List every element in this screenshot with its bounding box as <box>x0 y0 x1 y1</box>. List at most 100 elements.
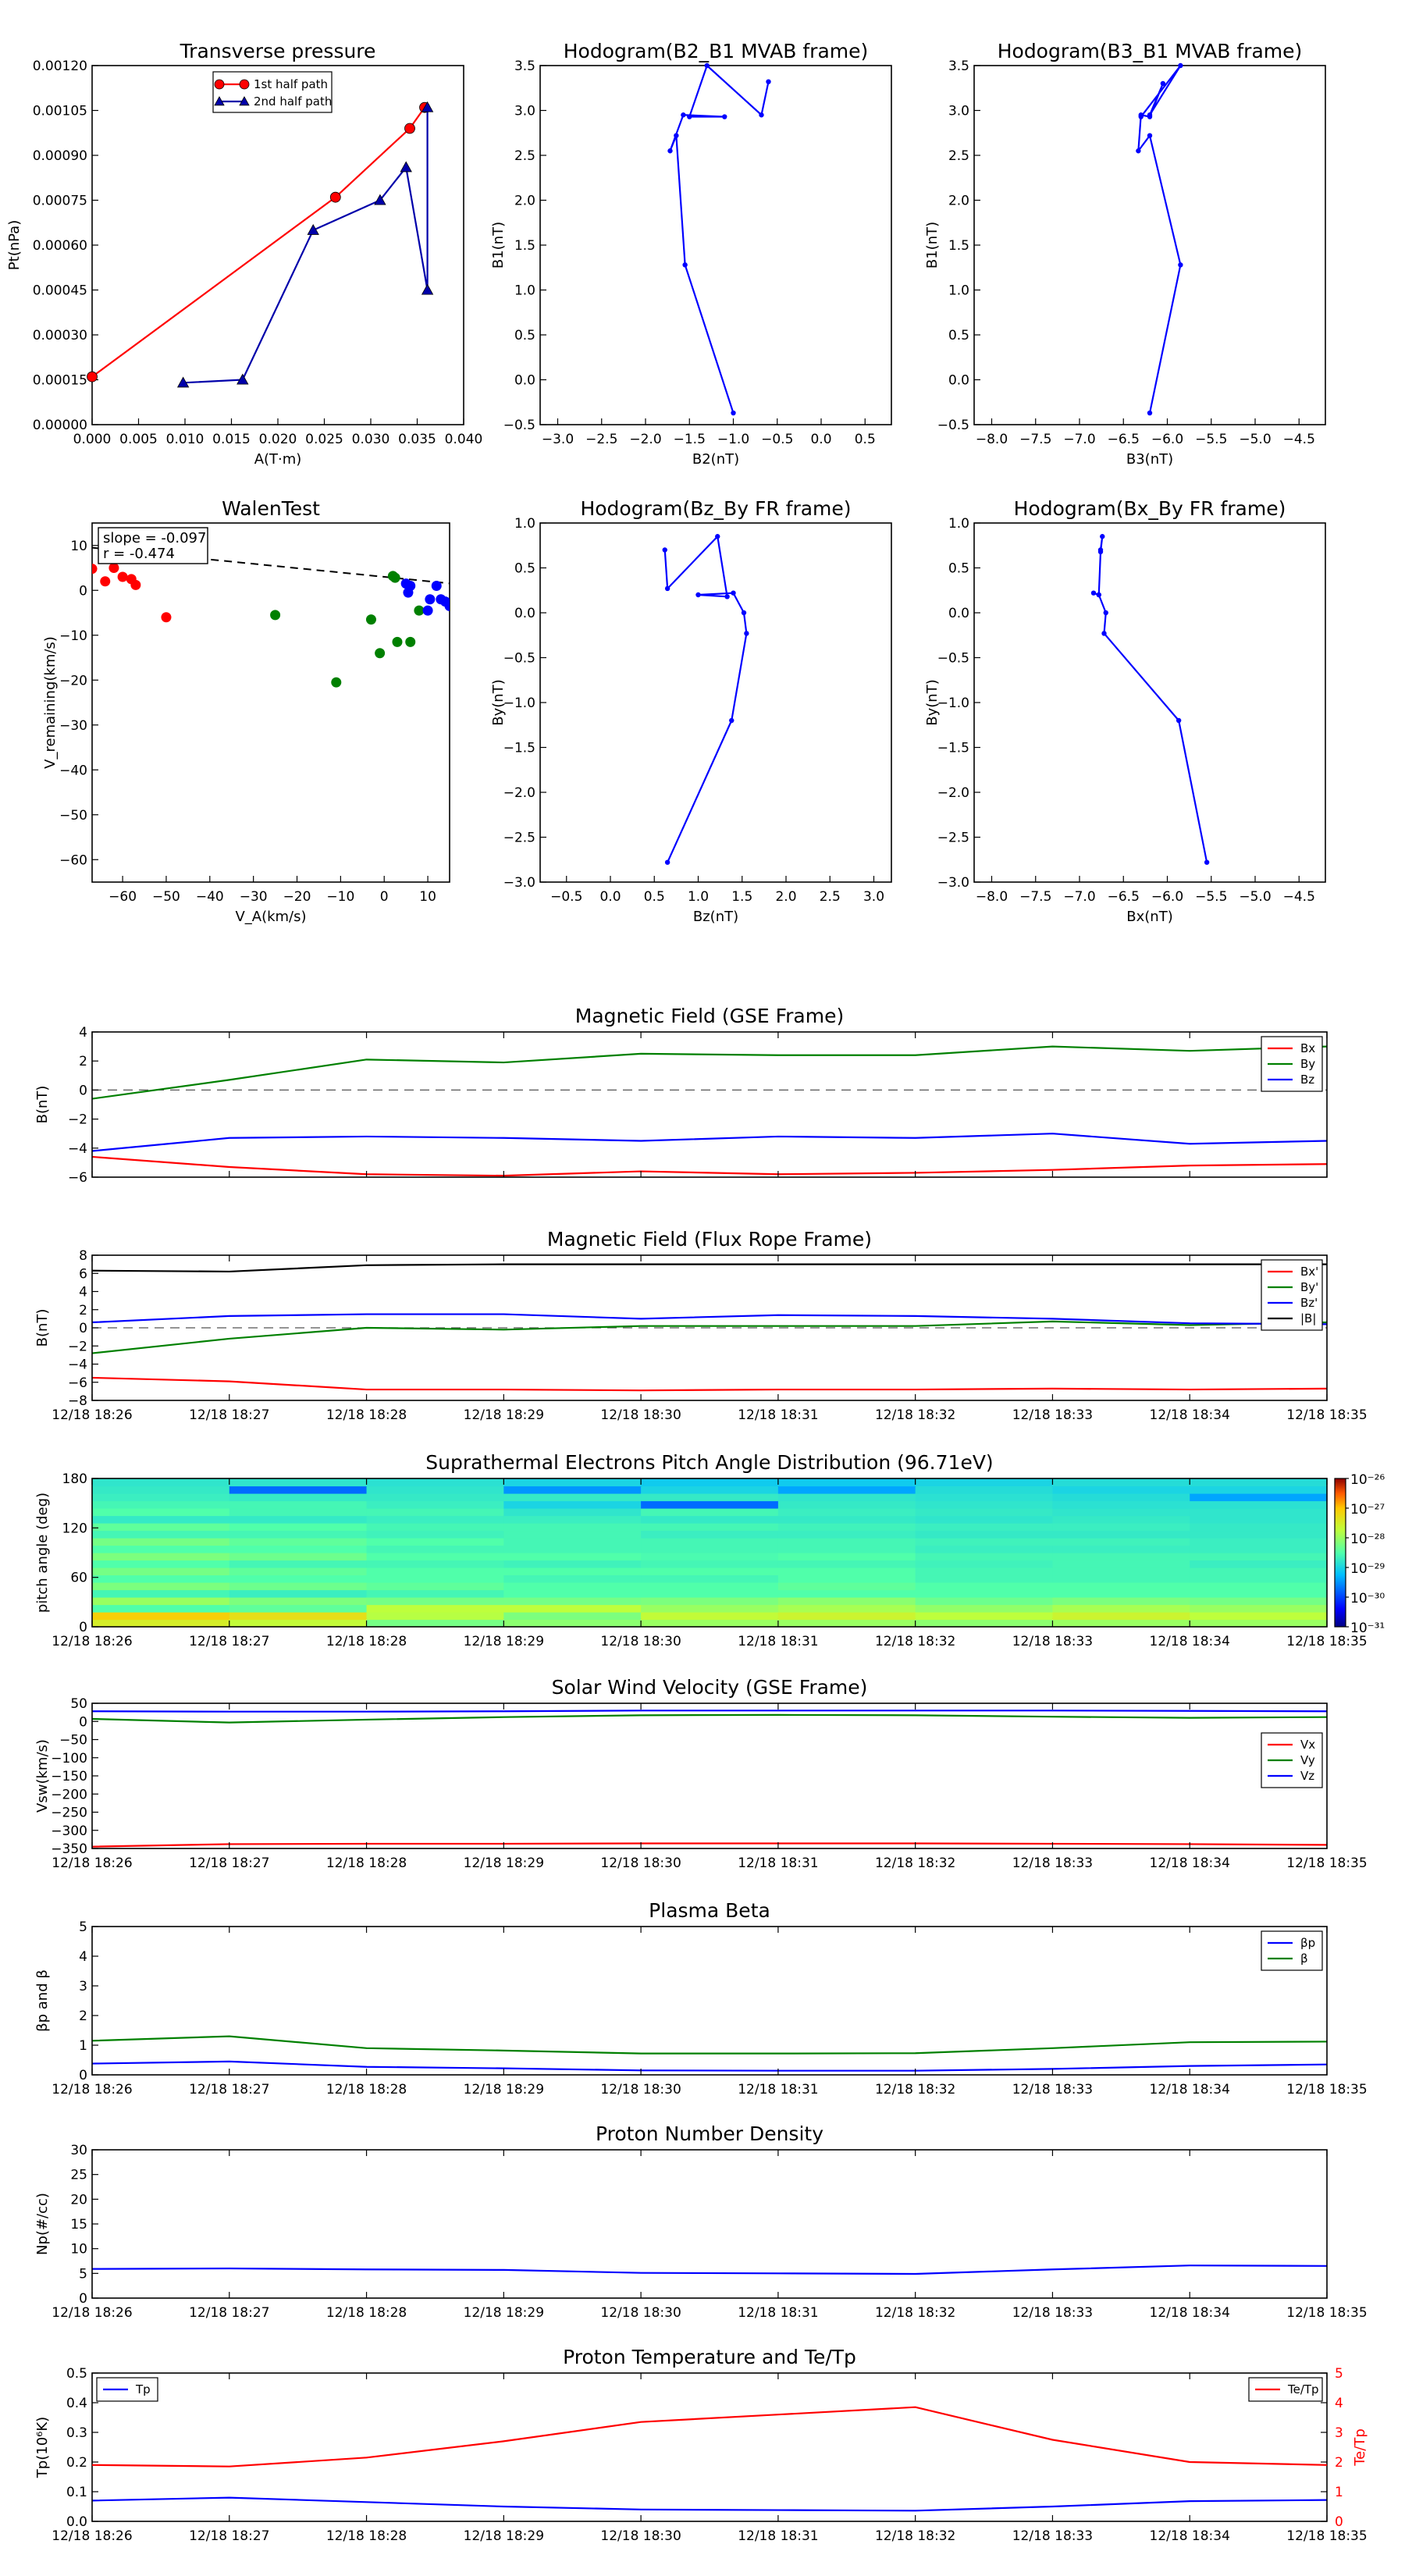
chart-title: WalenTest <box>222 497 320 520</box>
heatmap-cell <box>915 1500 1054 1509</box>
y-tick-label: 0 <box>79 1714 87 1730</box>
heatmap-cell <box>641 1530 779 1539</box>
heatmap-cell <box>503 1612 642 1621</box>
x-tick-label: 12/18 18:26 <box>52 2528 132 2544</box>
x-tick-label: 12/18 18:26 <box>52 1407 132 1423</box>
y-tick-label: 0 <box>79 2291 87 2307</box>
data-point <box>744 631 749 636</box>
legend <box>1261 1930 1323 1971</box>
annotation-box <box>98 527 208 564</box>
y-tick-label: −3.0 <box>503 875 535 891</box>
heatmap-cell <box>366 1604 504 1613</box>
x-tick-label: −7.0 <box>1063 432 1095 447</box>
proton_density-frame <box>91 2149 1328 2299</box>
data-point <box>1138 114 1144 119</box>
legend-label: Bx <box>1300 1041 1315 1055</box>
data-point <box>1090 590 1097 596</box>
data-point <box>1176 717 1182 724</box>
x-tick-label: −60 <box>108 889 137 905</box>
series-line--b- <box>91 1263 1327 1273</box>
data-point <box>237 373 249 385</box>
heatmap-cell <box>1052 1589 1190 1598</box>
colorbar <box>1334 1478 1346 1628</box>
heatmap-cell <box>777 1530 916 1539</box>
y-tick-label-right: 5 <box>1335 2366 1343 2382</box>
heatmap-cell <box>92 1597 230 1606</box>
heatmap-cell <box>92 1582 230 1591</box>
x-tick-label: −1.0 <box>717 432 749 447</box>
data-point <box>176 376 190 388</box>
x-tick-label: 12/18 18:34 <box>1150 1634 1230 1649</box>
heatmap-cell <box>229 1538 368 1546</box>
heatmap-cell <box>1052 1612 1190 1621</box>
heatmap-cell <box>641 1493 779 1502</box>
heatmap-cell <box>915 1612 1054 1621</box>
x-tick-label: 0.035 <box>398 432 436 447</box>
x-tick-label: 12/18 18:30 <box>600 1856 681 1871</box>
heatmap-cell <box>777 1560 916 1568</box>
x-tick-label: 12/18 18:32 <box>875 1407 955 1423</box>
data-point <box>681 112 686 118</box>
y-tick-label: −6 <box>68 1375 87 1391</box>
heatmap-cell <box>503 1530 642 1539</box>
hodogram-path <box>1137 64 1182 414</box>
heatmap-cell <box>777 1574 916 1583</box>
x-tick-label: −30 <box>240 889 268 905</box>
series-line-vz <box>91 1710 1328 1713</box>
heatmap-cell <box>1052 1545 1190 1553</box>
y-tick-label-right: 3 <box>1335 2425 1343 2441</box>
heatmap-cell <box>366 1582 504 1591</box>
x-axis-label: B3(nT) <box>1126 451 1173 468</box>
data-point <box>117 571 128 582</box>
x-tick-label: 12/18 18:34 <box>1150 2082 1230 2097</box>
heatmap-cell <box>1052 1515 1190 1524</box>
heatmap-cell <box>92 1604 230 1613</box>
y-tick-label: 0.2 <box>66 2455 87 2471</box>
data-point <box>375 648 386 659</box>
heatmap-cell <box>366 1574 504 1583</box>
heatmap-cell <box>366 1523 504 1532</box>
data-point <box>87 371 98 382</box>
heatmap-cell <box>777 1619 916 1628</box>
heatmap-cell <box>1190 1515 1328 1524</box>
heatmap-cell <box>777 1478 916 1487</box>
x-tick-label: 12/18 18:27 <box>189 2528 269 2544</box>
y-tick-label: 1.5 <box>514 238 535 254</box>
data-point <box>741 610 747 616</box>
y-tick-label: −2.0 <box>503 785 535 801</box>
x-tick-label: 12/18 18:32 <box>875 1856 955 1871</box>
hodogram_bx_by-panel: Hodogram(Bx_By FR frame) −3.0 −2.5 −2.0 −1.5… <box>924 497 1326 925</box>
y-tick-label: −0.5 <box>503 651 535 667</box>
y-tick-label: 10 <box>70 539 87 554</box>
data-point <box>1147 410 1153 416</box>
y-axis-label: By(nT) <box>924 679 941 725</box>
y-tick-label: −300 <box>51 1823 87 1839</box>
heatmap-cell <box>1052 1523 1190 1532</box>
x-tick-label: 12/18 18:28 <box>326 2528 407 2544</box>
chart-title: Hodogram(Bx_By FR frame) <box>1014 497 1286 520</box>
x-tick-label: 12/18 18:31 <box>738 2082 818 2097</box>
y-tick-label: −250 <box>51 1806 87 1821</box>
x-tick-label: −8.0 <box>976 432 1008 447</box>
legend-label: By' <box>1300 1280 1318 1294</box>
series-line-by <box>91 1045 1328 1100</box>
data-point <box>1147 112 1153 118</box>
x-tick-label: 12/18 18:33 <box>1012 2305 1093 2321</box>
heatmap-cell <box>1190 1567 1328 1576</box>
x-tick-label: 12/18 18:26 <box>52 1856 132 1871</box>
y-tick-label: 4 <box>79 1949 87 1965</box>
x-tick-label: 12/18 18:27 <box>189 1407 269 1423</box>
x-tick-label: −8.0 <box>976 889 1008 905</box>
x-tick-label: 12/18 18:33 <box>1012 1634 1093 1649</box>
heatmap-cell <box>92 1612 230 1621</box>
heatmap-cell <box>641 1508 779 1517</box>
heatmap-cell <box>503 1567 642 1576</box>
y-tick-label: −2 <box>68 1112 87 1128</box>
x-tick-label: 12/18 18:27 <box>189 2082 269 2097</box>
heatmap-cell <box>915 1523 1054 1532</box>
hodogram-path <box>1092 535 1208 863</box>
heatmap-cell <box>366 1560 504 1568</box>
y-tick-label: −150 <box>51 1769 87 1784</box>
y-tick-label: −1.5 <box>503 741 535 756</box>
x-tick-label: 12/18 18:34 <box>1150 1407 1230 1423</box>
